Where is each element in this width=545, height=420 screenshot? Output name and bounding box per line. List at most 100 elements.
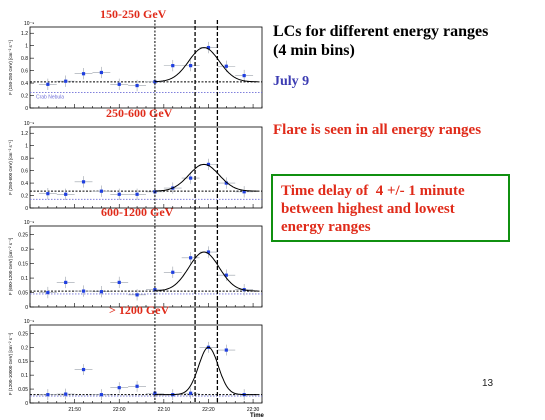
data-point: [171, 64, 175, 68]
data-point: [135, 192, 139, 196]
data-point: [224, 273, 228, 277]
y-tick-label: 0.4: [21, 181, 28, 187]
flare-statement: Flare is seen in all energy ranges: [273, 122, 482, 138]
gaussian-fit-curve: [154, 251, 258, 292]
heading-line-2: (4 min bins): [273, 42, 355, 59]
time-delay-box: Time delay of 4 +/- 1 minute between hig…: [271, 174, 510, 242]
data-point: [135, 293, 139, 297]
data-point: [46, 393, 50, 397]
data-point: [117, 192, 121, 196]
data-point: [64, 392, 68, 396]
light-curve-panel: 250-600 GeV 10⁻⁹ 0 0.2 0.4 0.6 0.8 1 1.2 F (250-6…: [8, 106, 263, 212]
data-point: [46, 82, 50, 86]
crab-nebula-label: Crab Nebula: [36, 94, 64, 100]
y-axis-label: F (1200-10000 GeV) [cm⁻² s⁻¹]: [8, 333, 13, 395]
y-tick-label: 0.05: [18, 387, 28, 393]
y-tick-label: 0.4: [21, 81, 28, 87]
data-point: [224, 348, 228, 352]
data-point: [189, 64, 193, 68]
data-point: [99, 70, 103, 75]
y-tick-label: 0.6: [21, 169, 28, 175]
panel-title: 150-250 GeV: [100, 7, 167, 21]
y-tick-label: 0: [25, 206, 28, 212]
y-tick-label: 0.8: [21, 56, 28, 62]
data-point: [224, 181, 228, 185]
y-exponent-label: 10⁻⁹: [24, 220, 34, 226]
y-axis-label: F (150-250 GeV) [cm⁻² s⁻¹]: [8, 40, 13, 95]
gaussian-fit-curve: [154, 163, 258, 192]
delay-line-3: energy ranges: [281, 219, 371, 235]
data-point: [99, 393, 103, 397]
page-number: 13: [482, 378, 494, 389]
data-point: [117, 82, 121, 86]
data-point: [189, 391, 193, 395]
y-tick-label: 0.1: [21, 276, 28, 282]
data-point: [99, 290, 103, 294]
y-tick-label: 1.2: [21, 31, 28, 37]
y-tick-label: 0: [25, 305, 28, 311]
y-tick-label: 0.6: [21, 69, 28, 75]
data-point: [81, 367, 86, 372]
y-exponent-label: 10⁻⁹: [24, 21, 34, 27]
data-point: [64, 280, 68, 285]
data-point: [242, 190, 246, 194]
panel-title: 250-600 GeV: [106, 106, 173, 120]
gaussian-fit-curve: [154, 346, 258, 396]
panel-title: 600-1200 GeV: [101, 205, 174, 219]
data-point: [242, 74, 246, 78]
light-curve-panel: 150-250 GeV 10⁻⁹ 0 0.2 0.4 0.6 0.8 1 1.2 F (150-2…: [8, 7, 263, 112]
light-curve-panel: 600-1200 GeV 10⁻⁹ 0 0.05 0.1 0.15 0.2 0.25 F (60…: [8, 205, 263, 311]
light-curve-panel: > 1200 GeV 10⁻⁹ 0 0.05 0.1 0.15 0.2 0.25 F (1200…: [8, 303, 263, 407]
delay-line-2: between highest and lowest: [281, 201, 455, 217]
gaussian-fit-curve: [154, 47, 258, 83]
data-point: [189, 256, 193, 260]
data-point: [135, 83, 139, 88]
data-point: [81, 180, 86, 184]
heading-line-1: LCs for different energy ranges: [273, 23, 489, 40]
data-point: [64, 79, 68, 83]
delay-line-1: Time delay of 4 +/- 1 minute: [281, 183, 465, 199]
x-tick-label: 22:20: [202, 407, 215, 413]
y-tick-label: 0.8: [21, 156, 28, 162]
x-tick-label: 22:00: [113, 407, 126, 413]
plot-frame: [29, 324, 263, 404]
data-point: [81, 289, 86, 293]
data-point: [117, 386, 121, 390]
slide-heading: LCs for different energy ranges (4 min b…: [273, 22, 488, 60]
y-tick-label: 0.15: [18, 359, 28, 365]
y-tick-label: 0: [25, 401, 28, 407]
date-label: July 9: [273, 74, 310, 89]
data-point: [206, 162, 211, 166]
y-tick-label: 1: [25, 44, 28, 50]
y-tick-label: 0.2: [21, 247, 28, 253]
data-point: [189, 176, 193, 180]
y-tick-label: 0.25: [18, 331, 28, 337]
y-tick-label: 0: [25, 106, 28, 112]
data-point: [153, 391, 157, 395]
x-tick-label: 22:10: [158, 407, 171, 413]
data-point: [206, 250, 211, 254]
data-point: [206, 45, 211, 50]
y-tick-label: 0.25: [18, 233, 28, 239]
data-point: [46, 290, 50, 295]
y-tick-label: 0.2: [21, 194, 28, 200]
y-axis-label: F (250-600 GeV) [cm⁻² s⁻¹]: [8, 140, 13, 195]
data-point: [171, 270, 175, 274]
data-point: [81, 72, 86, 76]
y-tick-label: 0.15: [18, 262, 28, 268]
y-tick-label: 0.1: [21, 373, 28, 379]
panel-title: > 1200 GeV: [109, 303, 169, 317]
data-point: [117, 280, 121, 285]
x-axis-label: Time: [250, 413, 265, 419]
y-tick-label: 0.2: [21, 345, 28, 351]
y-tick-label: 1: [25, 144, 28, 150]
data-point: [64, 192, 68, 196]
data-point: [224, 64, 228, 68]
data-point: [46, 192, 50, 196]
y-exponent-label: 10⁻⁹: [24, 319, 34, 325]
x-tick-label: 21:50: [68, 407, 81, 413]
y-tick-label: 0.05: [18, 291, 28, 297]
data-point: [135, 384, 139, 388]
x-tick-label: 22:30: [247, 407, 260, 413]
